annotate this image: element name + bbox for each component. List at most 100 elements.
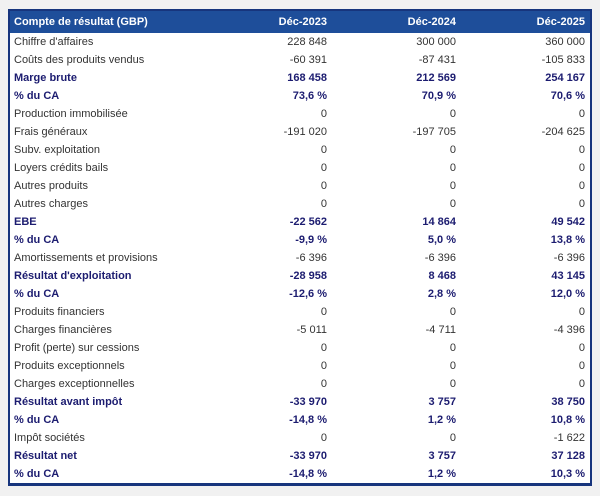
cell-value: 0 bbox=[578, 108, 585, 120]
cell-value: 228 848 bbox=[287, 36, 327, 48]
row-label: Charges exceptionnelles bbox=[14, 378, 135, 390]
table-header-row: Compte de résultat (GBP) Déc-2023 Déc-20… bbox=[10, 11, 590, 33]
cell-value: 43 145 bbox=[551, 270, 585, 282]
table-row: Résultat net -33 970 3 757 37 128 bbox=[10, 447, 590, 465]
row-label: Résultat d'exploitation bbox=[14, 270, 132, 282]
cell-value: 0 bbox=[320, 180, 327, 192]
cell-value: 10,3 % bbox=[550, 468, 585, 480]
cell-value: 0 bbox=[449, 198, 456, 210]
cell-value: 14 864 bbox=[422, 216, 456, 228]
table-row: % du CA -14,8 % 1,2 % 10,3 % bbox=[10, 465, 590, 483]
row-label: Coûts des produits vendus bbox=[14, 54, 145, 66]
cell-value: -105 833 bbox=[541, 54, 585, 66]
cell-value: 360 000 bbox=[545, 36, 585, 48]
table-row: Charges financières -5 011 -4 711 -4 396 bbox=[10, 321, 590, 339]
cell-value: 0 bbox=[449, 378, 456, 390]
cell-value: -9,9 % bbox=[295, 234, 327, 246]
cell-value: 2,8 % bbox=[427, 288, 456, 300]
cell-value: 13,8 % bbox=[550, 234, 585, 246]
cell-value: 10,8 % bbox=[550, 414, 585, 426]
row-label: Frais généraux bbox=[14, 126, 88, 138]
column-header-dec-2023: Déc-2023 bbox=[278, 16, 327, 28]
cell-value: 0 bbox=[449, 162, 456, 174]
row-label: Produits exceptionnels bbox=[14, 360, 125, 372]
cell-value: 0 bbox=[578, 162, 585, 174]
table-row: Résultat d'exploitation -28 958 8 468 43 14… bbox=[10, 267, 590, 285]
table-row: % du CA -14,8 % 1,2 % 10,8 % bbox=[10, 411, 590, 429]
cell-value: 0 bbox=[449, 432, 456, 444]
cell-value: -33 970 bbox=[289, 396, 327, 408]
cell-value: 12,0 % bbox=[550, 288, 585, 300]
table-row: Coûts des produits vendus -60 391 -87 431 -… bbox=[10, 51, 590, 69]
table-row: Loyers crédits bails 0 0 0 bbox=[10, 159, 590, 177]
table-row: Marge brute 168 458 212 569 254 167 bbox=[10, 69, 590, 87]
cell-value: 0 bbox=[320, 360, 327, 372]
table-row: EBE -22 562 14 864 49 542 bbox=[10, 213, 590, 231]
cell-value: 38 750 bbox=[551, 396, 585, 408]
cell-value: -5 011 bbox=[296, 324, 327, 336]
row-label: % du CA bbox=[14, 468, 60, 480]
cell-value: -14,8 % bbox=[289, 468, 327, 480]
cell-value: 0 bbox=[320, 108, 327, 120]
cell-value: 3 757 bbox=[428, 450, 456, 462]
cell-value: 212 569 bbox=[416, 72, 456, 84]
table-row: Amortissements et provisions -6 396 -6 396… bbox=[10, 249, 590, 267]
table-row: Résultat avant impôt -33 970 3 757 38 750 bbox=[10, 393, 590, 411]
cell-value: 0 bbox=[578, 306, 585, 318]
cell-value: 0 bbox=[320, 162, 327, 174]
cell-value: -4 396 bbox=[553, 324, 585, 336]
row-label: Autres charges bbox=[14, 198, 88, 210]
cell-value: -14,8 % bbox=[289, 414, 327, 426]
row-label: Loyers crédits bails bbox=[14, 162, 109, 174]
cell-value: 0 bbox=[578, 342, 585, 354]
row-label: Produits financiers bbox=[14, 306, 105, 318]
table-body: Chiffre d'affaires 228 848 300 000 360 000 C… bbox=[10, 33, 590, 483]
cell-value: -60 391 bbox=[289, 54, 327, 66]
cell-value: 70,6 % bbox=[550, 90, 585, 102]
row-label: % du CA bbox=[14, 414, 60, 426]
cell-value: 0 bbox=[578, 180, 585, 192]
cell-value: 300 000 bbox=[416, 36, 456, 48]
cell-value: 0 bbox=[449, 306, 456, 318]
table-row: Chiffre d'affaires 228 848 300 000 360 000 bbox=[10, 33, 590, 51]
cell-value: 0 bbox=[320, 198, 327, 210]
cell-value: -87 431 bbox=[418, 54, 456, 66]
row-label: Charges financières bbox=[14, 324, 112, 336]
cell-value: -12,6 % bbox=[289, 288, 327, 300]
cell-value: 0 bbox=[320, 432, 327, 444]
cell-value: 1,2 % bbox=[427, 468, 456, 480]
table-row: % du CA -12,6 % 2,8 % 12,0 % bbox=[10, 285, 590, 303]
table-row: Profit (perte) sur cessions 0 0 0 bbox=[10, 339, 590, 357]
cell-value: 37 128 bbox=[551, 450, 585, 462]
cell-value: -204 625 bbox=[541, 126, 585, 138]
cell-value: 0 bbox=[578, 198, 585, 210]
cell-value: 0 bbox=[449, 342, 456, 354]
cell-value: 0 bbox=[578, 378, 585, 390]
table-row: Charges exceptionnelles 0 0 0 bbox=[10, 375, 590, 393]
column-header-dec-2024: Déc-2024 bbox=[407, 16, 456, 28]
cell-value: 0 bbox=[449, 144, 456, 156]
row-label: Amortissements et provisions bbox=[14, 252, 158, 264]
table-row: Autres produits 0 0 0 bbox=[10, 177, 590, 195]
row-label: EBE bbox=[14, 216, 37, 228]
table-row: % du CA 73,6 % 70,9 % 70,6 % bbox=[10, 87, 590, 105]
row-label: Résultat net bbox=[14, 450, 77, 462]
table-row: Produits exceptionnels 0 0 0 bbox=[10, 357, 590, 375]
table-row: % du CA -9,9 % 5,0 % 13,8 % bbox=[10, 231, 590, 249]
cell-value: 70,9 % bbox=[421, 90, 456, 102]
cell-value: 73,6 % bbox=[292, 90, 327, 102]
cell-value: 0 bbox=[449, 108, 456, 120]
cell-value: -197 705 bbox=[412, 126, 456, 138]
cell-value: -22 562 bbox=[289, 216, 327, 228]
row-label: % du CA bbox=[14, 288, 60, 300]
cell-value: 0 bbox=[320, 144, 327, 156]
table-title: Compte de résultat (GBP) bbox=[14, 16, 148, 28]
cell-value: 0 bbox=[320, 378, 327, 390]
row-label: Chiffre d'affaires bbox=[14, 36, 94, 48]
column-header-dec-2025: Déc-2025 bbox=[536, 16, 585, 28]
cell-value: 0 bbox=[449, 360, 456, 372]
row-label: Autres produits bbox=[14, 180, 88, 192]
cell-value: 0 bbox=[578, 144, 585, 156]
cell-value: -1 622 bbox=[553, 432, 585, 444]
table-row: Frais généraux -191 020 -197 705 -204 625 bbox=[10, 123, 590, 141]
